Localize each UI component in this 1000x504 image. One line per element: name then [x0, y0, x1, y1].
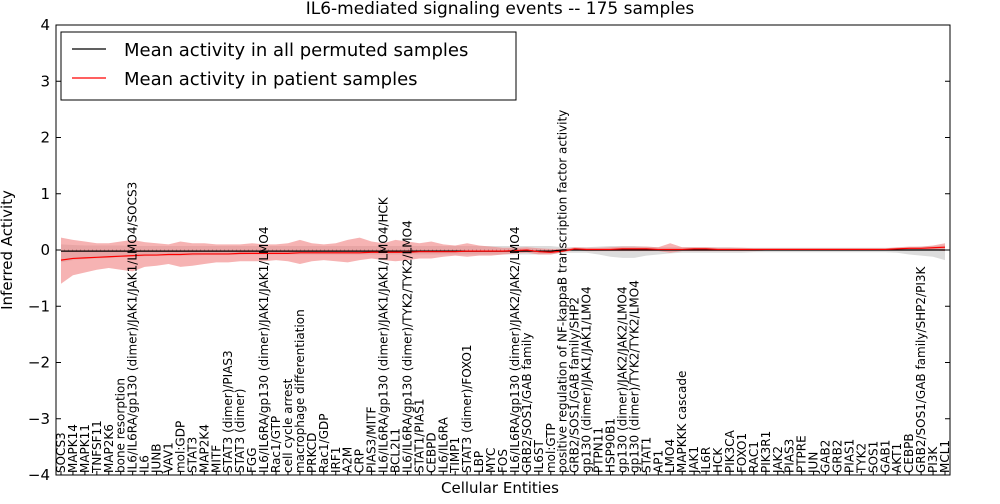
x-tick-label: STAT1 — [639, 437, 653, 473]
x-tick-label: A2M — [341, 447, 355, 473]
x-tick-label: CRP — [353, 449, 367, 473]
x-tick-label: HCK — [711, 447, 725, 473]
x-tick-label: LBP — [472, 451, 486, 473]
x-tick-label: PIAS3/MITF — [365, 406, 379, 473]
x-tick-label: JAK2 — [771, 446, 785, 474]
y-tick-label: −3 — [28, 410, 50, 428]
x-tick-label: IL6/IL6RA/gp130 (dimer)/JAK1/JAK1/LMO4 — [257, 227, 271, 473]
x-tick-label: PIK3CA — [723, 429, 737, 473]
x-tick-label: VAV1 — [162, 442, 176, 473]
legend: Mean activity in all permuted samples Me… — [60, 31, 517, 101]
x-tick-label: TIMP1 — [448, 437, 462, 474]
x-tick-label: BCL2L1 — [388, 428, 402, 473]
x-tick-label: PIK3R1 — [759, 431, 773, 473]
x-tick-label: MITF — [209, 445, 223, 473]
x-tick-label: macrophage differentiation — [293, 309, 307, 473]
x-tick-label: STAT3 (dimer)/PIAS3 — [221, 350, 235, 473]
x-tick-label: GAB2 — [819, 440, 833, 473]
y-tick-label: 0 — [40, 241, 50, 259]
x-tick-label: positive regulation of NF-kappaB transcr… — [556, 110, 570, 473]
x-tick-label: JUNB — [150, 443, 164, 474]
x-tick-label: CEBPD — [424, 432, 438, 473]
legend-label-patient: Mean activity in patient samples — [124, 69, 418, 90]
plot-frame — [55, 24, 951, 476]
x-tick-label: gp130 (dimer)/JAK1/JAK1/LMO4 — [580, 286, 594, 473]
x-tick-label: IL6/IL6RA/gp130 (dimer)/TYK2/TYK2/LMO4 — [400, 220, 414, 473]
x-tick-label: bone resorption — [114, 378, 128, 473]
y-tick-label: 1 — [40, 185, 50, 203]
x-tick-label: CEBPB — [902, 433, 916, 473]
x-tick-label: PTPN11 — [592, 427, 606, 473]
x-tick-label: MAPKKK cascade — [675, 371, 689, 473]
x-tick-label: IL6/IL6RA/gp130 (dimer)/JAK2/JAK2/LMO4 — [508, 227, 522, 473]
x-tick-label: RAC1 — [747, 441, 761, 473]
x-tick-label: JAK1 — [687, 446, 701, 474]
x-tick-label: MAP2K6 — [102, 424, 116, 473]
x-tick-label: SOS1 — [866, 441, 880, 473]
x-tick-label: STAT3 (dimer) — [233, 389, 247, 473]
x-tick-label: GRB2/SOS1/GAB family/SHP2/PI3K — [914, 265, 928, 473]
x-tick-label: JUN — [807, 452, 821, 474]
x-tick-label: TNFSF11 — [90, 420, 104, 474]
x-tick-label: PIAS1 — [842, 439, 856, 473]
x-tick-label: GRB2/SOS1/GAB family — [520, 333, 534, 474]
x-tick-label: IL6/IL6RA/gp130 (dimer)/JAK1/JAK1/LMO4/H… — [377, 196, 391, 473]
x-tick-label: AKT1 — [890, 443, 904, 473]
x-tick-label: PIAS3 — [783, 439, 797, 473]
x-tick-label: IRF1 — [329, 447, 343, 473]
x-tick-label: Rac1/GDP — [317, 414, 331, 473]
y-tick-label: 4 — [40, 16, 50, 34]
x-tick-label: LMO4 — [663, 439, 677, 473]
y-tick-label: 3 — [40, 72, 50, 90]
y-axis-label: Inferred Activity — [0, 190, 16, 310]
x-tick-label: MYC — [484, 448, 498, 473]
x-tick-label: PI3K — [926, 446, 940, 473]
x-tick-label: MAPK14 — [66, 424, 80, 473]
x-tick-label: IL6/IL6RA/gp130 (dimer)/JAK1/JAK1/LMO4/S… — [126, 182, 140, 473]
y-tick-label: 2 — [40, 129, 50, 147]
x-tick-label: cell cycle arrest — [281, 378, 295, 473]
y-tick-label: −2 — [28, 354, 50, 372]
x-tick-label: STAT3 — [185, 437, 199, 473]
x-tick-label: GRB2 — [830, 439, 844, 473]
x-tick-label: FOS — [496, 449, 510, 473]
x-tick-label: Rac1/GTP — [269, 416, 283, 473]
x-tick-label: IL6ST — [532, 440, 546, 473]
x-axis-label: Cellular Entities — [441, 479, 559, 497]
x-tick-label: PTPRE — [795, 435, 809, 473]
x-tick-label: STAT3 (dimer)/FOXO1 — [460, 344, 474, 473]
legend-box — [60, 31, 517, 101]
x-tick-label: GRB2/SOS1/GAB family/SHP2 — [568, 297, 582, 473]
x-tick-label: FGG — [245, 448, 259, 474]
x-tick-label: TYK2 — [854, 443, 868, 474]
chart-title: IL6-mediated signaling events -- 175 sam… — [306, 0, 695, 19]
patient-mean-line — [60, 246, 946, 261]
x-tick-label: IL6 — [138, 455, 152, 473]
x-tick-label: mol:GTP — [544, 423, 558, 473]
y-tick-label: −1 — [28, 297, 50, 315]
x-tick-label: gp130 (dimer)/JAK2/JAK2/LMO4 — [615, 286, 629, 473]
x-tick-label: AP1 — [651, 450, 665, 473]
x-tick-label: PRKCD — [305, 433, 319, 473]
y-tick-label: −4 — [28, 466, 50, 484]
x-tick-label: HSP90B1 — [604, 418, 618, 473]
x-tick-label: gp130 (dimer)/TYK2/TYK2/LMO4 — [627, 280, 641, 473]
x-tick-label: STAT1/PIAS1 — [412, 398, 426, 473]
x-tick-label: MCL1 — [938, 440, 952, 473]
x-tick-label: mol:GDP — [173, 421, 187, 473]
x-tick-label: IL6/IL6RA — [436, 416, 450, 473]
x-tick-label: MAPK11 — [78, 424, 92, 473]
legend-label-permuted: Mean activity in all permuted samples — [124, 40, 468, 61]
x-tick-label: FOXO1 — [735, 433, 749, 473]
x-tick-label: MAP2K4 — [197, 424, 211, 473]
x-tick-label: IL6R — [699, 447, 713, 473]
x-tick-label: GAB1 — [878, 440, 892, 473]
x-tick-label: SOCS3 — [54, 432, 68, 473]
